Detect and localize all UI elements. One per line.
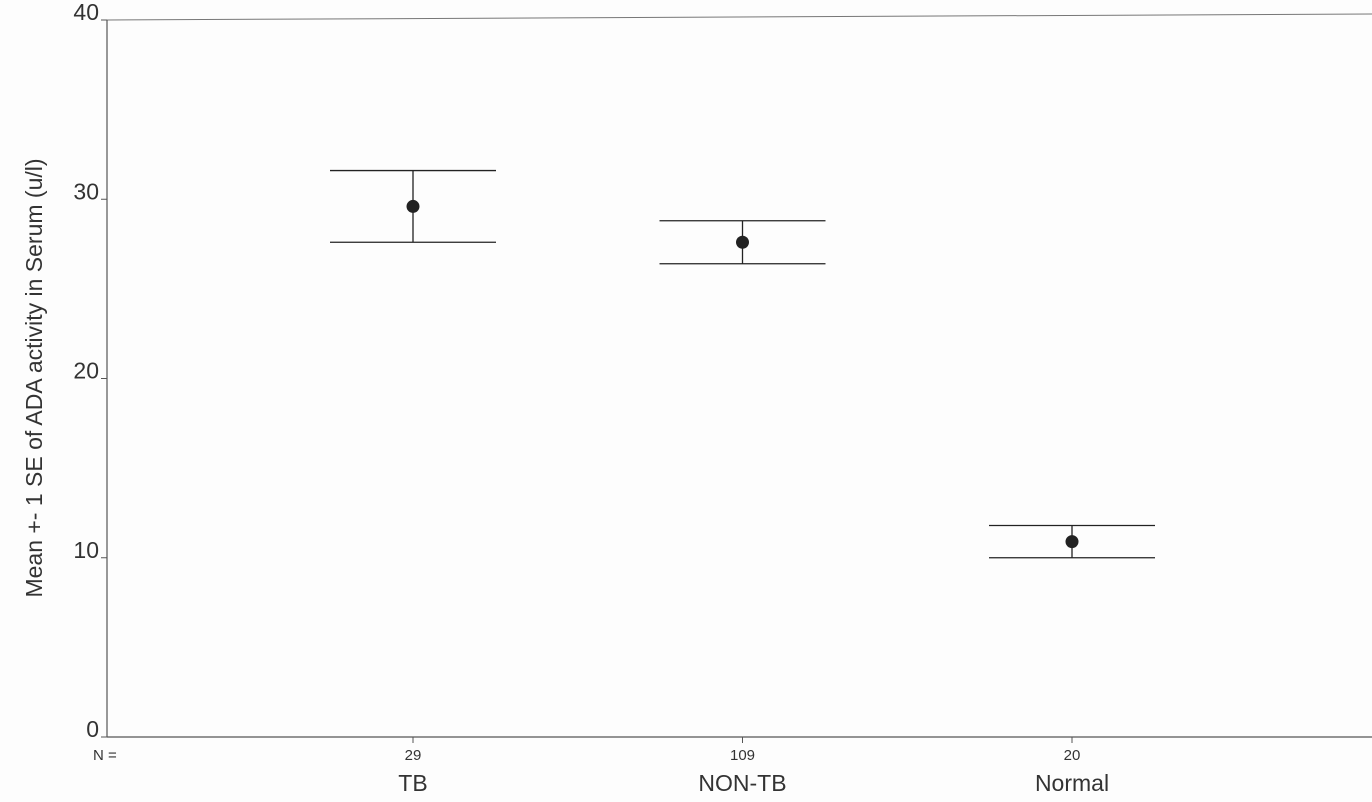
y-tick-label: 30 [73, 178, 99, 204]
x-tick-label: NON-TB [698, 770, 786, 796]
n-value: 109 [730, 747, 755, 764]
n-label: N = [93, 747, 117, 764]
mean-dot [1066, 535, 1079, 548]
y-tick-label: 20 [73, 358, 99, 384]
y-axis-label: Mean +- 1 SE of ADA activity in Serum (u… [21, 158, 47, 597]
x-tick-label: TB [398, 770, 427, 796]
chart: Mean +- 1 SE of ADA activity in Serum (u… [0, 0, 1372, 802]
n-value: 29 [405, 747, 422, 764]
y-tick-label: 40 [73, 0, 99, 25]
y-tick-label: 10 [73, 537, 99, 563]
page: Mean +- 1 SE of ADA activity in Serum (u… [0, 0, 1372, 802]
y-tick-label: 0 [86, 716, 99, 742]
x-tick-label: Normal [1035, 770, 1109, 796]
mean-dot [407, 200, 420, 213]
n-value: 20 [1064, 747, 1081, 764]
mean-dot [736, 236, 749, 249]
background [0, 0, 1372, 802]
